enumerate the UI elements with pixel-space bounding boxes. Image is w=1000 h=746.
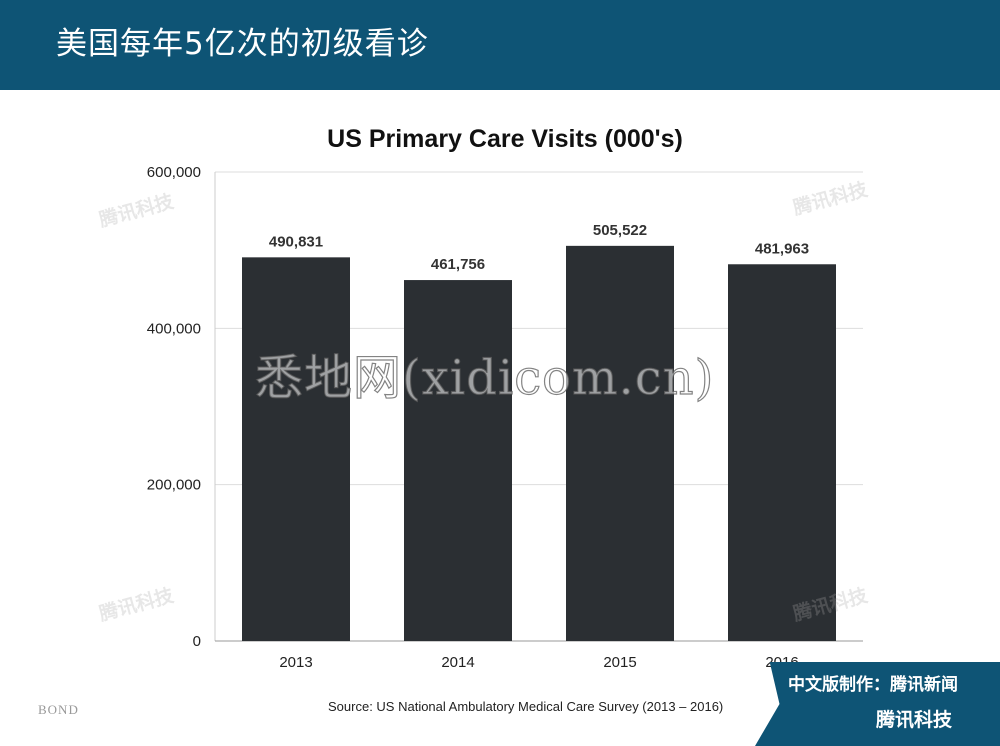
header-bar: 美国每年5亿次的初级看诊 <box>0 0 1000 90</box>
bars <box>242 245 836 642</box>
source-note: Source: US National Ambulatory Medical C… <box>328 699 724 714</box>
x-tick-label: 2015 <box>603 654 636 671</box>
credit-badge <box>755 662 1000 746</box>
bond-logo: BOND <box>38 702 79 717</box>
bar-2013 <box>242 257 350 641</box>
y-axis-ticks: 0 200,000 400,000 600,000 <box>147 164 201 650</box>
data-label: 481,963 <box>755 240 809 257</box>
credit-badge-line1: 中文版制作：腾讯新闻 <box>788 675 958 695</box>
bar-2016 <box>728 264 836 641</box>
chart-title: US Primary Care Visits (000's) <box>327 125 683 153</box>
page-title: 美国每年5亿次的初级看诊 <box>56 26 429 62</box>
bar-2015 <box>566 245 674 642</box>
data-label: 505,522 <box>593 222 647 239</box>
x-tick-label: 2013 <box>279 654 312 671</box>
data-label: 490,831 <box>269 233 323 250</box>
y-tick-label: 200,000 <box>147 477 201 494</box>
y-tick-label: 400,000 <box>147 320 201 337</box>
data-labels: 490,831 461,756 505,522 481,963 <box>269 222 809 273</box>
credit-badge-line2: 腾讯科技 <box>876 709 953 731</box>
y-tick-label: 600,000 <box>147 164 201 181</box>
bar-2014 <box>404 280 512 641</box>
x-axis-ticks: 2013201420152016 <box>279 654 798 671</box>
data-label: 461,756 <box>431 256 485 273</box>
y-tick-label: 0 <box>193 633 201 650</box>
site-watermark: 悉地网(xidicom.cn) <box>254 349 715 406</box>
x-tick-label: 2014 <box>441 654 474 671</box>
